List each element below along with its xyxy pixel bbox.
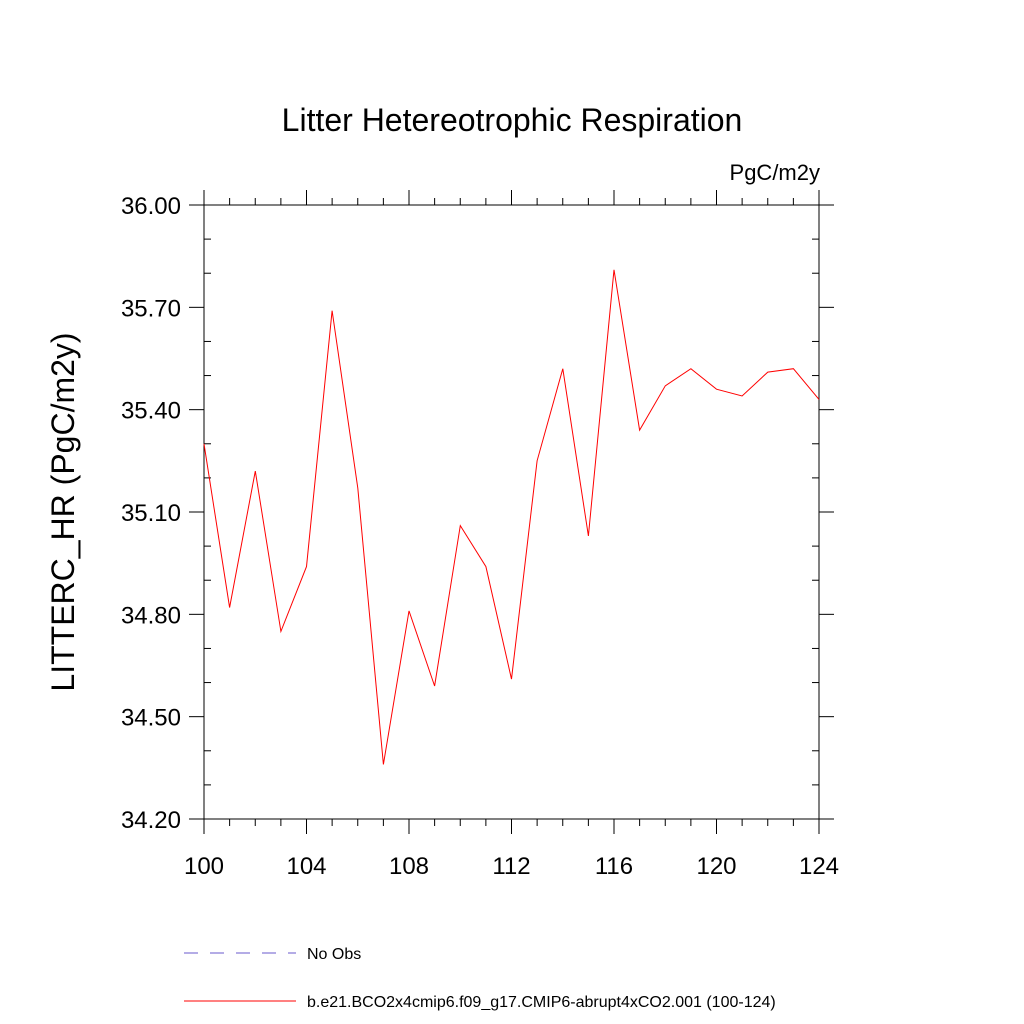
x-tick-label: 100: [184, 853, 224, 880]
x-tick-label: 112: [492, 853, 530, 880]
axis-ticks: 100 104 108 112 116 120 124 34.20 34.50 34.80 35.1…: [121, 190, 839, 880]
y-tick-label: 34.50: [121, 705, 181, 732]
legend: No Obs b.e21.BCO2x4cmip6.f09_g17.CMIP6-a…: [184, 946, 776, 1011]
x-tick-label: 120: [696, 853, 736, 880]
y-tick-label: 35.70: [121, 295, 181, 322]
units-label: PgC/m2y: [730, 160, 820, 185]
legend-label-model-run: b.e21.BCO2x4cmip6.f09_g17.CMIP6-abrupt4x…: [307, 994, 776, 1011]
y-tick-label: 36.00: [121, 193, 181, 220]
legend-label-no-obs: No Obs: [307, 946, 361, 963]
chart-title: Litter Hetereotrophic Respiration: [282, 102, 743, 138]
data-series: [203, 269, 820, 765]
x-tick-label: 104: [286, 853, 326, 880]
x-tick-label: 108: [389, 853, 429, 880]
x-tick-label: 116: [595, 853, 633, 880]
x-tick-label: 124: [799, 853, 839, 880]
y-tick-label: 35.10: [121, 500, 181, 527]
y-tick-label: 34.20: [121, 807, 181, 834]
plot-frame: [203, 204, 820, 820]
y-axis-label: LITTERC_HR (PgC/m2y): [45, 332, 81, 691]
y-tick-label: 35.40: [121, 398, 181, 425]
series-line: [203, 269, 820, 765]
y-tick-label: 34.80: [121, 602, 181, 629]
